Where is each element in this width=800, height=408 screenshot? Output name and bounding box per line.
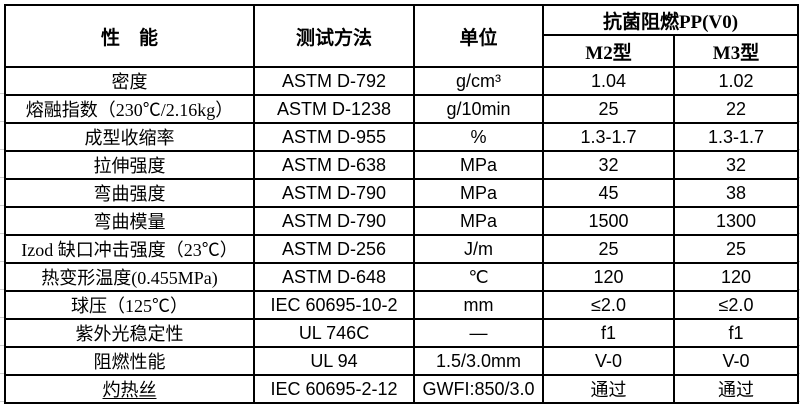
pp-spec-table: 性 能 测试方法 单位 抗菌阻燃PP(V0) M2型 M3型 密度 ASTM D… — [4, 4, 799, 404]
table-row-uv-stability: 紫外光稳定性 UL 746C — f1 f1 — [4, 318, 799, 348]
m2-value-cell: 120 — [542, 262, 675, 292]
table-row-mold-shrinkage: 成型收缩率 ASTM D-955 % 1.3-1.7 1.3-1.7 — [4, 122, 799, 152]
table-row-ball-pressure: 球压（125℃） IEC 60695-10-2 mm ≤2.0 ≤2.0 — [4, 290, 799, 320]
property-cell: 热变形温度(0.455MPa) — [4, 262, 255, 292]
table-row-izod-impact: Izod 缺口冲击强度（23℃） ASTM D-256 J/m 25 25 — [4, 234, 799, 264]
m2-value-cell: 通过 — [542, 374, 675, 404]
method-cell: IEC 60695-2-12 — [253, 374, 415, 404]
m2-value-cell: 1.04 — [542, 66, 675, 96]
m2-value-cell: 25 — [542, 94, 675, 124]
glow-wire-label: 灼热丝 — [102, 380, 157, 400]
method-cell: ASTM D-955 — [253, 122, 415, 152]
property-cell: 灼热丝 — [4, 374, 255, 404]
unit-cell: 1.5/3.0mm — [413, 346, 544, 376]
method-cell: IEC 60695-10-2 — [253, 290, 415, 320]
m3-value-cell: 120 — [673, 262, 799, 292]
unit-cell: MPa — [413, 178, 544, 208]
property-cell: 密度 — [4, 66, 255, 96]
header-unit: 单位 — [413, 4, 544, 68]
header-property: 性 能 — [4, 4, 255, 68]
table-row-flexural-strength: 弯曲强度 ASTM D-790 MPa 45 38 — [4, 178, 799, 208]
unit-cell: J/m — [413, 234, 544, 264]
property-cell: 弯曲模量 — [4, 206, 255, 236]
header-m3-grade: M3型 — [673, 34, 799, 68]
table-row-flexural-modulus: 弯曲模量 ASTM D-790 MPa 1500 1300 — [4, 206, 799, 236]
unit-cell: g/cm³ — [413, 66, 544, 96]
header-test-method: 测试方法 — [253, 4, 415, 68]
method-cell: ASTM D-256 — [253, 234, 415, 264]
unit-cell: MPa — [413, 150, 544, 180]
m2-value-cell: 1.3-1.7 — [542, 122, 675, 152]
method-cell: UL 746C — [253, 318, 415, 348]
method-cell: UL 94 — [253, 346, 415, 376]
property-cell: Izod 缺口冲击强度（23℃） — [4, 234, 255, 264]
m3-value-cell: 25 — [673, 234, 799, 264]
unit-cell: % — [413, 122, 544, 152]
unit-cell: g/10min — [413, 94, 544, 124]
m3-value-cell: V-0 — [673, 346, 799, 376]
property-cell: 熔融指数（230℃/2.16kg） — [4, 94, 255, 124]
table-row-density: 密度 ASTM D-792 g/cm³ 1.04 1.02 — [4, 66, 799, 96]
m2-value-cell: 32 — [542, 150, 675, 180]
m2-value-cell: f1 — [542, 318, 675, 348]
method-cell: ASTM D-1238 — [253, 94, 415, 124]
m3-value-cell: 1300 — [673, 206, 799, 236]
table-row-tensile-strength: 拉伸强度 ASTM D-638 MPa 32 32 — [4, 150, 799, 180]
property-cell: 拉伸强度 — [4, 150, 255, 180]
property-cell: 球压（125℃） — [4, 290, 255, 320]
unit-cell: — — [413, 318, 544, 348]
method-cell: ASTM D-792 — [253, 66, 415, 96]
m2-value-cell: 25 — [542, 234, 675, 264]
table-row-hdt: 热变形温度(0.455MPa) ASTM D-648 ℃ 120 120 — [4, 262, 799, 292]
property-cell: 成型收缩率 — [4, 122, 255, 152]
method-cell: ASTM D-648 — [253, 262, 415, 292]
method-cell: ASTM D-638 — [253, 150, 415, 180]
m3-value-cell: 1.02 — [673, 66, 799, 96]
m2-value-cell: V-0 — [542, 346, 675, 376]
m2-value-cell: ≤2.0 — [542, 290, 675, 320]
unit-cell: mm — [413, 290, 544, 320]
m2-value-cell: 1500 — [542, 206, 675, 236]
unit-cell: GWFI:850/3.0 — [413, 374, 544, 404]
m3-value-cell: 32 — [673, 150, 799, 180]
method-cell: ASTM D-790 — [253, 206, 415, 236]
unit-cell: ℃ — [413, 262, 544, 292]
m3-value-cell: 22 — [673, 94, 799, 124]
m3-value-cell: f1 — [673, 318, 799, 348]
table-row-glow-wire: 灼热丝 IEC 60695-2-12 GWFI:850/3.0 通过 通过 — [4, 374, 799, 404]
header-m2-grade: M2型 — [542, 34, 675, 68]
property-cell: 阻燃性能 — [4, 346, 255, 376]
m2-value-cell: 45 — [542, 178, 675, 208]
m3-value-cell: 38 — [673, 178, 799, 208]
header-group-antibacterial-fr-pp: 抗菌阻燃PP(V0) — [542, 4, 799, 36]
table-row-flammability: 阻燃性能 UL 94 1.5/3.0mm V-0 V-0 — [4, 346, 799, 376]
property-cell: 弯曲强度 — [4, 178, 255, 208]
method-cell: ASTM D-790 — [253, 178, 415, 208]
m3-value-cell: 通过 — [673, 374, 799, 404]
table-row-melt-index: 熔融指数（230℃/2.16kg） ASTM D-1238 g/10min 25… — [4, 94, 799, 124]
property-cell: 紫外光稳定性 — [4, 318, 255, 348]
m3-value-cell: 1.3-1.7 — [673, 122, 799, 152]
m3-value-cell: ≤2.0 — [673, 290, 799, 320]
unit-cell: MPa — [413, 206, 544, 236]
